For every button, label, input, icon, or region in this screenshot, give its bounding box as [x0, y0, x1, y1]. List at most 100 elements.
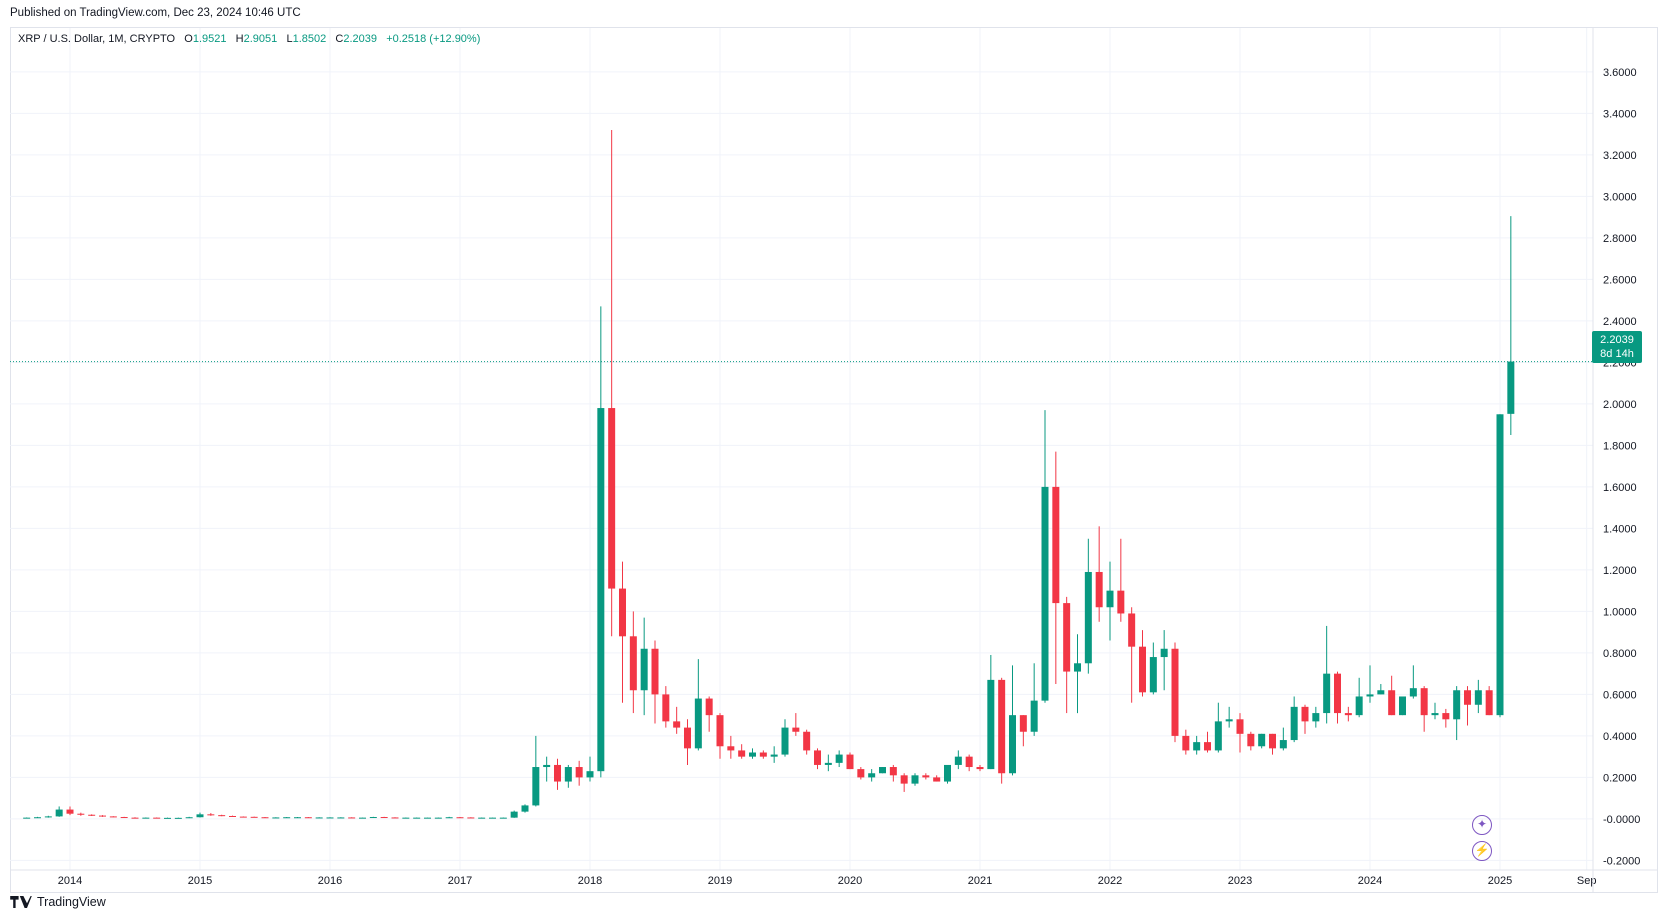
candle-body: [944, 764, 951, 782]
candle-body: [1095, 571, 1103, 608]
lightning-icon[interactable]: ⚡: [1472, 841, 1492, 861]
candle-body: [651, 648, 659, 695]
candle-body: [1128, 613, 1136, 647]
y-tick-label: 0.4000: [1603, 731, 1637, 743]
candle-body: [868, 773, 876, 778]
candle-body: [456, 817, 464, 819]
candle-body: [1431, 713, 1439, 716]
candle-body: [532, 767, 540, 806]
candle-body: [1485, 690, 1493, 716]
candle-body: [304, 817, 312, 819]
y-tick-label: 3.0000: [1603, 191, 1637, 203]
candle-body: [705, 698, 713, 716]
y-tick-label: -0.2000: [1603, 855, 1640, 867]
x-tick-label: 2020: [838, 875, 862, 887]
candle-body: [1106, 590, 1114, 608]
candle-body: [879, 767, 886, 774]
candle-body: [564, 767, 572, 782]
x-tick-label: 2015: [188, 875, 212, 887]
candle-body: [510, 811, 518, 818]
y-tick-label: 1.8000: [1603, 440, 1637, 452]
candle-body: [1030, 700, 1038, 732]
candle-body: [1247, 733, 1255, 747]
high-label: H: [235, 33, 244, 45]
candle-body: [1334, 673, 1341, 714]
candle-body: [1344, 713, 1352, 716]
candle-body: [348, 817, 356, 819]
candle-body: [326, 817, 334, 819]
candle-body: [738, 750, 746, 757]
candle-body: [66, 809, 74, 814]
candle-body: [1507, 361, 1515, 414]
footer-brand[interactable]: TradingView: [10, 895, 106, 909]
candle-body: [23, 817, 31, 819]
candle-body: [694, 698, 702, 749]
candle-body: [1041, 486, 1049, 701]
candle-body: [554, 764, 561, 782]
candle-body: [131, 817, 139, 819]
candle-body: [1399, 696, 1406, 716]
candle-body: [1453, 690, 1461, 720]
y-tick-label: 3.2000: [1603, 150, 1637, 162]
y-tick-label: 3.4000: [1603, 108, 1637, 120]
candle-body: [294, 817, 301, 819]
candle-body: [1377, 690, 1385, 695]
candle-body: [1225, 719, 1233, 722]
candle-body: [749, 752, 756, 757]
candle-body: [857, 769, 865, 778]
candle-body: [1442, 713, 1450, 720]
candle-body: [380, 817, 388, 819]
candle-body: [229, 815, 236, 817]
candle-body: [391, 817, 399, 819]
symbol-legend: XRP / U.S. Dollar, 1M, CRYPTO O1.9521 H2…: [18, 33, 480, 45]
candle-body: [911, 775, 919, 784]
y-tick-label: 1.6000: [1603, 482, 1637, 494]
candle-body: [922, 775, 930, 778]
symbol-name: XRP / U.S. Dollar, 1M, CRYPTO: [18, 33, 176, 45]
y-tick-label: 2.0000: [1603, 399, 1637, 411]
candle-body: [34, 817, 41, 819]
candle-body: [142, 817, 150, 819]
y-tick-label: -0.0000: [1603, 814, 1640, 826]
candle-body: [239, 816, 247, 818]
candle-body: [499, 817, 507, 819]
candle-body: [727, 746, 735, 751]
x-tick-label: 2025: [1488, 875, 1512, 887]
candle-body: [250, 816, 258, 818]
candle-body: [781, 727, 789, 755]
candle-body: [1258, 733, 1266, 747]
candle-body: [434, 817, 442, 819]
open-label: O: [184, 33, 193, 45]
candle-body: [1464, 690, 1471, 705]
close-value: 2.2039: [343, 33, 378, 45]
candle-body: [1019, 715, 1027, 732]
candle-body: [1160, 648, 1168, 658]
candle-body: [99, 815, 106, 817]
candle-body: [218, 815, 226, 817]
candle-body: [608, 408, 616, 589]
candle-body: [889, 767, 897, 776]
candle-body: [998, 679, 1006, 774]
candle-body: [814, 750, 821, 765]
candle-body: [1117, 590, 1125, 614]
candle-body: [803, 731, 811, 751]
x-tick-label: 2016: [318, 875, 342, 887]
candle-body: [283, 817, 291, 819]
candle-body: [1063, 603, 1071, 672]
candle-body: [900, 775, 908, 784]
sparkle-icon[interactable]: ✦: [1472, 815, 1492, 835]
candle-body: [1323, 673, 1331, 714]
candle-body: [1355, 696, 1363, 716]
y-tick-label: 0.2000: [1603, 772, 1637, 784]
candle-body: [261, 817, 269, 819]
candle-body: [1236, 719, 1244, 734]
candle-body: [315, 817, 323, 819]
candle-body: [1290, 706, 1298, 741]
candle-body: [673, 721, 681, 728]
candle-body: [272, 817, 280, 819]
candle-body: [120, 817, 128, 819]
candle-body: [109, 816, 117, 818]
candle-body: [55, 809, 63, 817]
candle-body: [954, 756, 962, 765]
